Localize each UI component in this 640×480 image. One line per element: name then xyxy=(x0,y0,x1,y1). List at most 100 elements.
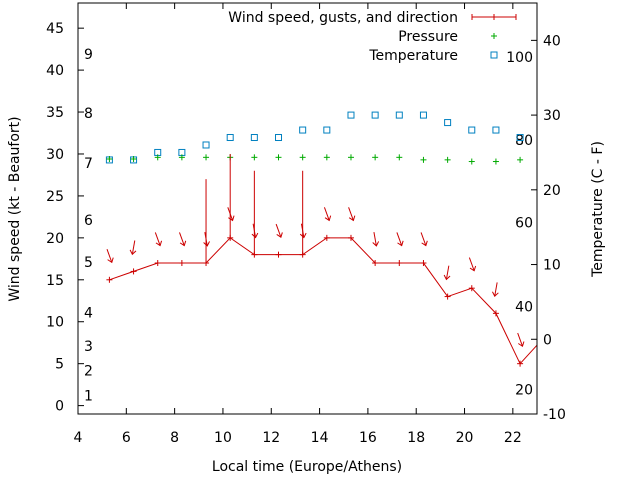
arrow-head xyxy=(372,241,380,247)
arrow-head xyxy=(203,241,210,247)
pressure-point xyxy=(468,158,475,165)
pressure-point xyxy=(492,158,499,165)
x-tick-label: 12 xyxy=(262,430,280,446)
arrow-head xyxy=(397,240,404,247)
wind-direction-arrow xyxy=(517,332,525,348)
y-tick-label: 30 xyxy=(46,147,64,163)
wind-speed-point xyxy=(299,251,306,258)
arrow-head xyxy=(155,240,163,247)
arrow-head xyxy=(129,249,137,256)
wind-speed-point xyxy=(347,234,354,241)
temperature-point xyxy=(226,134,234,142)
arrow-shaft xyxy=(300,223,305,238)
beaufort-label: 5 xyxy=(84,255,93,271)
wind-direction-arrow xyxy=(129,240,137,256)
legend-label: Pressure xyxy=(398,29,458,45)
wind-speed-point xyxy=(227,234,234,241)
pressure-point xyxy=(299,154,306,161)
arrow-head xyxy=(518,341,525,348)
arrow-shaft xyxy=(494,282,498,297)
wind-speed-line xyxy=(109,237,521,364)
beaufort-label: 7 xyxy=(84,156,93,172)
wind-speed-point xyxy=(130,268,137,275)
arrow-shaft xyxy=(323,207,330,221)
arrow-head xyxy=(228,215,235,222)
pressure-point xyxy=(251,154,258,161)
pressure-point xyxy=(347,154,354,161)
arrow-shaft xyxy=(154,232,161,246)
pressure-point xyxy=(444,156,451,163)
pressure-point xyxy=(178,154,185,161)
y-tick-label: 45 xyxy=(46,21,64,37)
wind-speed-point xyxy=(396,260,403,267)
wind-direction-arrow xyxy=(443,265,451,281)
arrow-shaft xyxy=(252,223,257,238)
pressure-point xyxy=(275,154,282,161)
arrow-head xyxy=(299,232,307,239)
arrow-shaft xyxy=(348,207,354,221)
wind-direction-arrow xyxy=(420,232,428,247)
wind-speed-point xyxy=(275,251,282,258)
arrow-shaft xyxy=(445,265,450,280)
beaufort-labels: 1 2 3 4 5 6 7 8 9 xyxy=(84,47,93,404)
fahrenheit-label: 40 xyxy=(515,299,533,315)
x-tick-label: 6 xyxy=(122,430,131,446)
wind-direction-arrow xyxy=(299,223,307,239)
wind-speed-point xyxy=(372,260,379,267)
y2-tick-label: 0 xyxy=(543,332,552,348)
arrow-shaft xyxy=(106,249,113,263)
temperature-point xyxy=(202,141,210,149)
beaufort-label: 1 xyxy=(84,389,93,405)
arrow-shaft xyxy=(420,232,427,246)
beaufort-label: 9 xyxy=(84,47,93,63)
pressure-point xyxy=(203,154,210,161)
wind-direction-arrow xyxy=(492,282,499,298)
y2-tick-label: 10 xyxy=(543,258,561,274)
y-tick-label: 15 xyxy=(46,273,64,289)
series-layer xyxy=(105,111,538,367)
arrow-head xyxy=(324,215,332,222)
beaufort-label: 2 xyxy=(84,363,93,379)
wind-speed-point xyxy=(106,276,113,283)
y-tick-label: 20 xyxy=(46,231,64,247)
wind-direction-arrow xyxy=(227,207,235,222)
wind-speed-point xyxy=(251,251,258,258)
arrow-head xyxy=(469,265,477,272)
temperature-point xyxy=(299,126,307,134)
pressure-point xyxy=(323,154,330,161)
x-tick-label: 18 xyxy=(407,430,425,446)
wind-speed-line-tail xyxy=(519,344,538,365)
y-tick-label: 0 xyxy=(55,399,64,415)
x-tick-label: 22 xyxy=(504,430,522,446)
wind-direction-arrow xyxy=(154,232,163,247)
temperature-point xyxy=(492,126,500,134)
wind-direction-arrow xyxy=(275,223,283,238)
fahrenheit-label: 20 xyxy=(515,382,533,398)
wind-direction-arrow xyxy=(179,232,187,247)
arrow-head xyxy=(348,215,356,222)
y2-tick-label: 30 xyxy=(543,108,561,124)
pressure-point xyxy=(372,154,379,161)
pressure-point xyxy=(396,154,403,161)
axis-ticks: 4 6 8 10 12 14 16 18 20 22051015202530354045-1001… xyxy=(46,3,566,446)
fahrenheit-label: 80 xyxy=(515,133,533,149)
x-tick-label: 20 xyxy=(456,430,474,446)
wind-speed-point xyxy=(468,285,475,292)
arrow-head xyxy=(421,240,428,247)
wind-direction-arrow xyxy=(348,207,356,222)
arrow-shaft xyxy=(179,232,185,246)
beaufort-label: 6 xyxy=(84,213,93,229)
wind-speed-point xyxy=(517,360,524,367)
wind-direction-arrow xyxy=(372,232,380,247)
legend-swatch-square xyxy=(490,51,498,59)
temperature-point xyxy=(419,111,427,119)
wind-direction-arrow xyxy=(468,257,477,272)
wind-speed-point xyxy=(492,310,499,317)
arrow-shaft xyxy=(204,232,208,247)
temperature-point xyxy=(250,134,258,142)
x-axis-label: Local time (Europe/Athens) xyxy=(212,459,402,475)
x-tick-label: 8 xyxy=(170,430,179,446)
y-axis-label: Wind speed (kt - Beaufort) xyxy=(7,116,23,301)
wind-speed-point xyxy=(154,260,161,267)
